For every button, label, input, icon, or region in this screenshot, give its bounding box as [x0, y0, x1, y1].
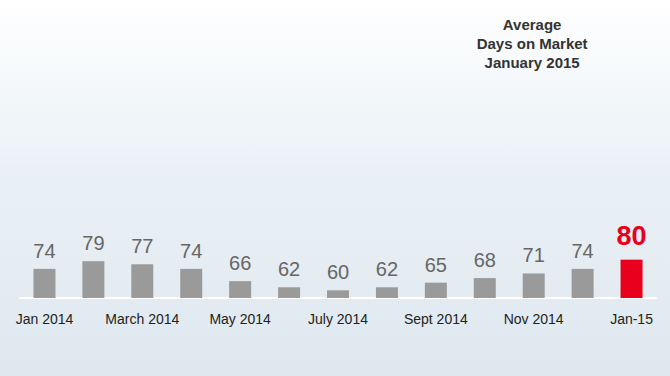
- svg-text:74: 74: [571, 240, 593, 262]
- svg-text:Sept 2014: Sept 2014: [404, 311, 468, 327]
- svg-text:Nov 2014: Nov 2014: [504, 311, 564, 327]
- svg-text:77: 77: [131, 235, 153, 257]
- svg-text:Days on Market: Days on Market: [477, 35, 588, 52]
- svg-text:Jan 2014: Jan 2014: [16, 311, 74, 327]
- svg-text:May 2014: May 2014: [209, 311, 271, 327]
- svg-text:62: 62: [278, 258, 300, 280]
- svg-text:74: 74: [180, 240, 202, 262]
- svg-text:January 2015: January 2015: [485, 54, 580, 71]
- svg-text:60: 60: [327, 261, 349, 283]
- svg-text:66: 66: [229, 252, 251, 274]
- svg-text:80: 80: [617, 221, 647, 251]
- svg-text:Jan-15: Jan-15: [610, 311, 653, 327]
- svg-text:62: 62: [376, 258, 398, 280]
- svg-text:74: 74: [33, 240, 55, 262]
- svg-text:68: 68: [474, 249, 496, 271]
- svg-text:March 2014: March 2014: [105, 311, 179, 327]
- svg-text:79: 79: [82, 232, 104, 254]
- svg-text:July 2014: July 2014: [308, 311, 368, 327]
- svg-text:65: 65: [425, 254, 447, 276]
- svg-text:Average: Average: [503, 16, 562, 33]
- svg-text:71: 71: [523, 244, 545, 266]
